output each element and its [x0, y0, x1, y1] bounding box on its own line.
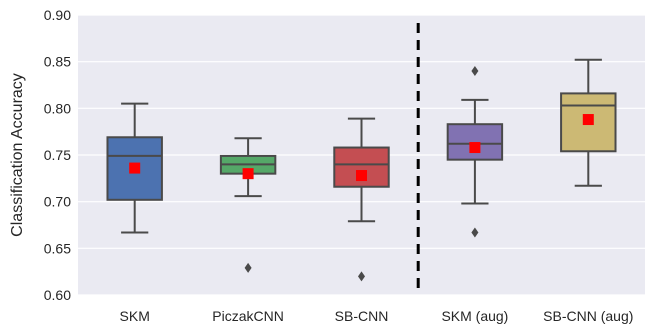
mean-marker	[469, 142, 481, 154]
y-axis-label: Classification Accuracy	[9, 73, 26, 237]
mean-marker	[356, 170, 367, 182]
box-group	[333, 117, 390, 282]
x-tick-label: SKM (aug)	[441, 308, 508, 324]
y-tick-label: 0.60	[44, 287, 71, 303]
box	[446, 123, 504, 161]
x-tick-label: SKM	[120, 308, 150, 324]
outlier-point	[358, 271, 365, 282]
box-group	[560, 58, 617, 187]
x-tick-label: SB-CNN	[335, 308, 389, 324]
y-tick-labels: 0.60 0.65 0.70 0.75 0.80 0.85 0.90	[44, 7, 71, 303]
x-tick-label: PiczakCNN	[212, 308, 284, 324]
y-tick-label: 0.85	[44, 54, 71, 70]
y-tick-label: 0.70	[44, 194, 71, 210]
y-tick-label: 0.90	[44, 7, 71, 23]
box-group	[446, 66, 504, 238]
y-tick-label: 0.65	[44, 240, 71, 256]
boxes	[106, 58, 617, 282]
y-tick-label: 0.80	[44, 100, 71, 116]
box-group	[219, 137, 277, 273]
box-group	[106, 102, 163, 234]
x-tick-label: SB-CNN (aug)	[543, 308, 633, 324]
outlier-point	[471, 66, 479, 76]
outlier-point	[244, 262, 252, 273]
mean-marker	[129, 162, 141, 174]
mean-marker	[242, 168, 254, 180]
x-tick-labels: SKM PiczakCNN SB-CNN SKM (aug) SB-CNN (aug)	[120, 308, 634, 324]
outlier-point	[471, 227, 479, 238]
y-tick-label: 0.75	[44, 147, 71, 163]
mean-marker	[582, 114, 594, 126]
